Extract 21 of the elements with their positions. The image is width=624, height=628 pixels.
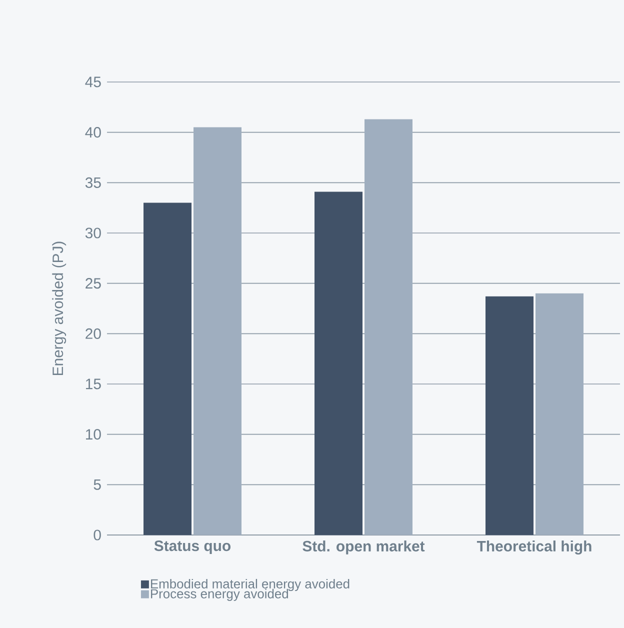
y-tick-label: 0 — [94, 530, 101, 540]
x-tick-label: Theoretical high — [476, 540, 592, 555]
y-tick-label: 10 — [86, 429, 101, 440]
y-tick-label: 35 — [85, 177, 101, 188]
x-tick-label: Status quo — [154, 540, 231, 554]
bar — [144, 202, 192, 535]
y-tick-label: 25 — [86, 278, 101, 289]
legend-label: Process energy avoided — [150, 588, 288, 601]
y-tick-label: 15 — [86, 378, 101, 390]
y-tick-label: 20 — [86, 328, 101, 339]
y-tick-label: 40 — [85, 127, 101, 138]
bar — [193, 127, 242, 535]
y-tick-label: 30 — [85, 228, 101, 238]
bar — [314, 192, 363, 535]
x-tick-label: Std. open market — [302, 540, 425, 554]
bar — [364, 119, 412, 535]
y-tick-label: 45 — [85, 76, 101, 88]
bar — [536, 293, 584, 535]
y-axis-title: Energy avoided (PJ) — [52, 242, 66, 375]
y-tick-label: 5 — [94, 479, 101, 490]
bar — [486, 296, 534, 535]
